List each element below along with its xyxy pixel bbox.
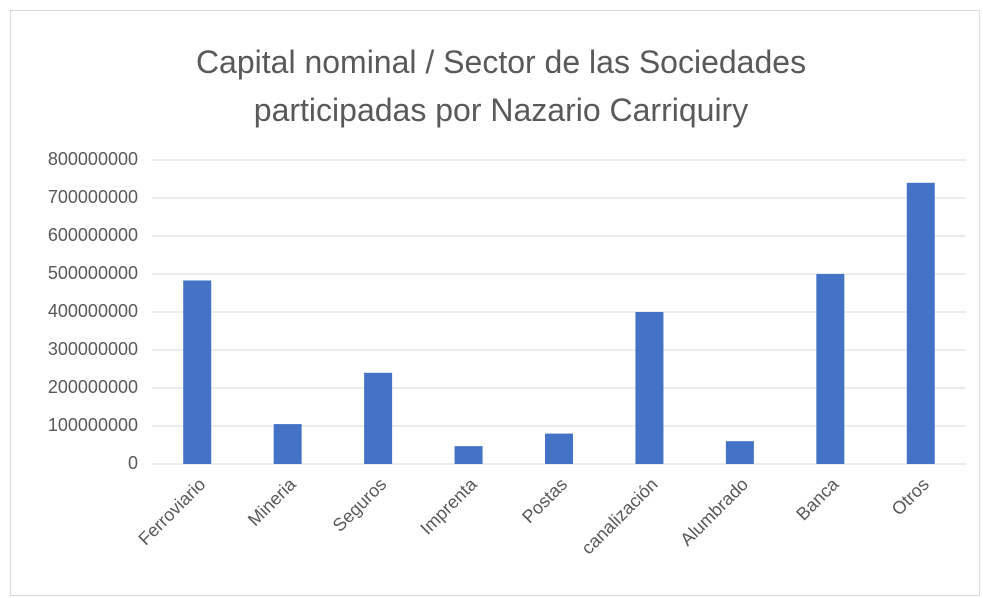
x-tick-label: canalización xyxy=(577,474,661,558)
bar xyxy=(816,274,845,464)
bar xyxy=(454,446,483,464)
bar xyxy=(273,424,302,464)
bar xyxy=(364,372,393,464)
bar xyxy=(635,312,664,464)
y-tick-label: 100000000 xyxy=(48,415,138,435)
x-tick-label: Otros xyxy=(888,474,933,519)
chart-title: Capital nominal / Sector de las Sociedad… xyxy=(195,44,807,128)
y-tick-label: 300000000 xyxy=(48,339,138,359)
x-tick-label: Alumbrado xyxy=(676,474,752,550)
y-tick-label: 500000000 xyxy=(48,263,138,283)
bar xyxy=(545,433,573,464)
chart-frame xyxy=(10,10,980,596)
x-tick-label: Imprenta xyxy=(416,473,481,538)
y-tick-label: 0 xyxy=(128,453,138,473)
x-tick-label: Seguros xyxy=(329,474,391,536)
x-tick-label: Ferroviario xyxy=(134,474,209,549)
y-tick-label: 400000000 xyxy=(48,301,138,321)
bar xyxy=(183,280,212,464)
x-tick-label: Mineria xyxy=(244,473,301,530)
x-tick-label: Postas xyxy=(518,474,571,527)
y-tick-label: 200000000 xyxy=(48,377,138,397)
bar xyxy=(725,441,754,464)
y-tick-label: 800000000 xyxy=(48,149,138,169)
y-tick-label: 600000000 xyxy=(48,225,138,245)
y-tick-label: 700000000 xyxy=(48,187,138,207)
bar xyxy=(906,182,935,465)
x-tick-label: Banca xyxy=(792,473,843,524)
